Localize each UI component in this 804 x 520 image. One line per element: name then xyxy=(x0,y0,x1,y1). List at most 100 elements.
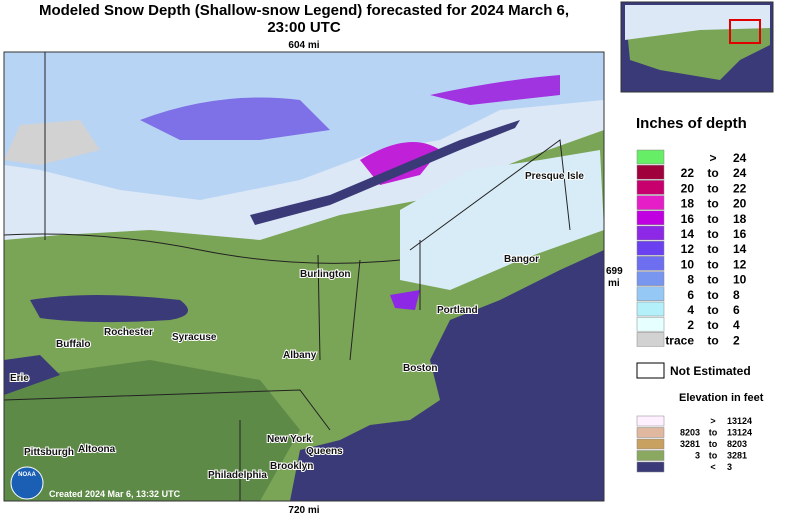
city-label: Albany xyxy=(283,350,317,361)
city-label: Philadelphia xyxy=(208,470,267,481)
scale-label: 699 xyxy=(606,266,623,277)
legend-label: 13124 xyxy=(727,416,752,426)
legend-label: 8203 xyxy=(680,428,700,438)
scale-label: 720 mi xyxy=(288,505,319,516)
legend-label: 2 xyxy=(687,318,694,332)
legend-label: to xyxy=(707,227,718,241)
legend-label: < xyxy=(710,462,715,472)
legend-label: 18 xyxy=(733,212,747,226)
legend-label: 22 xyxy=(681,166,695,180)
city-label: Pittsburgh xyxy=(24,447,74,458)
legend-label: to xyxy=(707,273,718,287)
legend-label: 12 xyxy=(681,242,695,256)
legend-label: 4 xyxy=(687,303,694,317)
legend-label: 10 xyxy=(733,273,747,287)
city-label: Portland xyxy=(437,305,478,316)
legend-swatch xyxy=(636,149,665,165)
legend-label: 20 xyxy=(681,181,695,195)
legend-label: 3 xyxy=(695,451,700,461)
legend-swatch xyxy=(636,332,665,347)
legend-swatch xyxy=(636,450,665,461)
city-label: Erie xyxy=(10,373,29,384)
noaa-logo xyxy=(10,466,44,500)
credit: Created 2024 Mar 6, 13:32 UTC xyxy=(49,489,181,499)
legend-label: 4 xyxy=(733,318,740,332)
noaa-logo-text: NOAA xyxy=(18,472,36,478)
legend-swatch xyxy=(636,438,665,450)
legend-label: to xyxy=(707,288,718,302)
map xyxy=(3,51,605,502)
scale-label: mi xyxy=(608,278,620,289)
legend-swatch xyxy=(636,210,665,226)
legend-label: to xyxy=(707,318,718,332)
legend-label: 24 xyxy=(733,166,747,180)
city-label: Altoona xyxy=(78,444,116,455)
legend-label: 22 xyxy=(733,181,747,195)
legend-swatch xyxy=(636,301,665,317)
legend-label: to xyxy=(709,451,718,461)
city-label: Burlington xyxy=(300,269,351,280)
legend-label: to xyxy=(707,257,718,271)
legend-label: trace xyxy=(665,333,694,347)
city-label: Buffalo xyxy=(56,339,90,350)
title: 23:00 UTC xyxy=(267,19,341,36)
legend-swatch xyxy=(636,415,665,427)
title: Modeled Snow Depth (Shallow-snow Legend)… xyxy=(39,2,569,19)
legend-swatch xyxy=(636,316,665,332)
legend-swatch xyxy=(636,427,665,438)
legend-label: 18 xyxy=(681,197,695,211)
legend-label: to xyxy=(709,439,718,449)
legend-label: 3281 xyxy=(680,439,700,449)
inset-map xyxy=(620,1,774,93)
legend-swatch xyxy=(636,461,665,473)
city-label: Rochester xyxy=(104,327,153,338)
city-label: Presque Isle xyxy=(525,171,584,182)
legend-label: 14 xyxy=(681,227,695,241)
legend-swatch xyxy=(636,240,665,256)
legend-swatch xyxy=(636,362,665,379)
legend-title: Inches of depth xyxy=(636,115,747,132)
legend-label: 3 xyxy=(727,462,732,472)
legend-swatch xyxy=(636,271,665,286)
legend-swatch xyxy=(636,164,665,180)
legend-label: 14 xyxy=(733,242,747,256)
legend-swatch xyxy=(636,286,665,302)
legend-swatch xyxy=(636,256,665,271)
legend-label: 16 xyxy=(681,212,695,226)
city-label: Brooklyn xyxy=(270,461,313,472)
legend-label: to xyxy=(707,333,718,347)
legend-label: to xyxy=(709,428,718,438)
legend-label: 3281 xyxy=(727,451,747,461)
legend-label: 10 xyxy=(681,257,695,271)
legend-label: 6 xyxy=(687,288,694,302)
legend-label: 8 xyxy=(687,273,694,287)
legend-label: 6 xyxy=(733,303,740,317)
legend-label: 16 xyxy=(733,227,747,241)
legend-label: to xyxy=(707,181,718,195)
legend-label: > xyxy=(710,416,715,426)
legend-label: Not Estimated xyxy=(670,364,751,378)
city-label: Boston xyxy=(403,363,437,374)
legend-label: to xyxy=(707,197,718,211)
city-label: Queens xyxy=(306,446,343,457)
city-label: Syracuse xyxy=(172,332,217,343)
legend-label: 24 xyxy=(733,151,747,165)
legend-label: to xyxy=(707,166,718,180)
city-label: Bangor xyxy=(504,254,539,265)
legend-label: 13124 xyxy=(727,428,752,438)
legend-label: to xyxy=(707,303,718,317)
scale-label: 604 mi xyxy=(288,40,319,51)
legend-label: 8203 xyxy=(727,439,747,449)
legend-label: 8 xyxy=(733,288,740,302)
city-label: New York xyxy=(267,434,312,445)
legend-label: 12 xyxy=(733,257,747,271)
legend-title: Elevation in feet xyxy=(679,392,764,404)
legend-label: 2 xyxy=(733,333,740,347)
legend-label: > xyxy=(709,151,716,165)
legend-label: to xyxy=(707,212,718,226)
legend-swatch xyxy=(636,180,665,195)
legend-swatch xyxy=(636,195,665,210)
